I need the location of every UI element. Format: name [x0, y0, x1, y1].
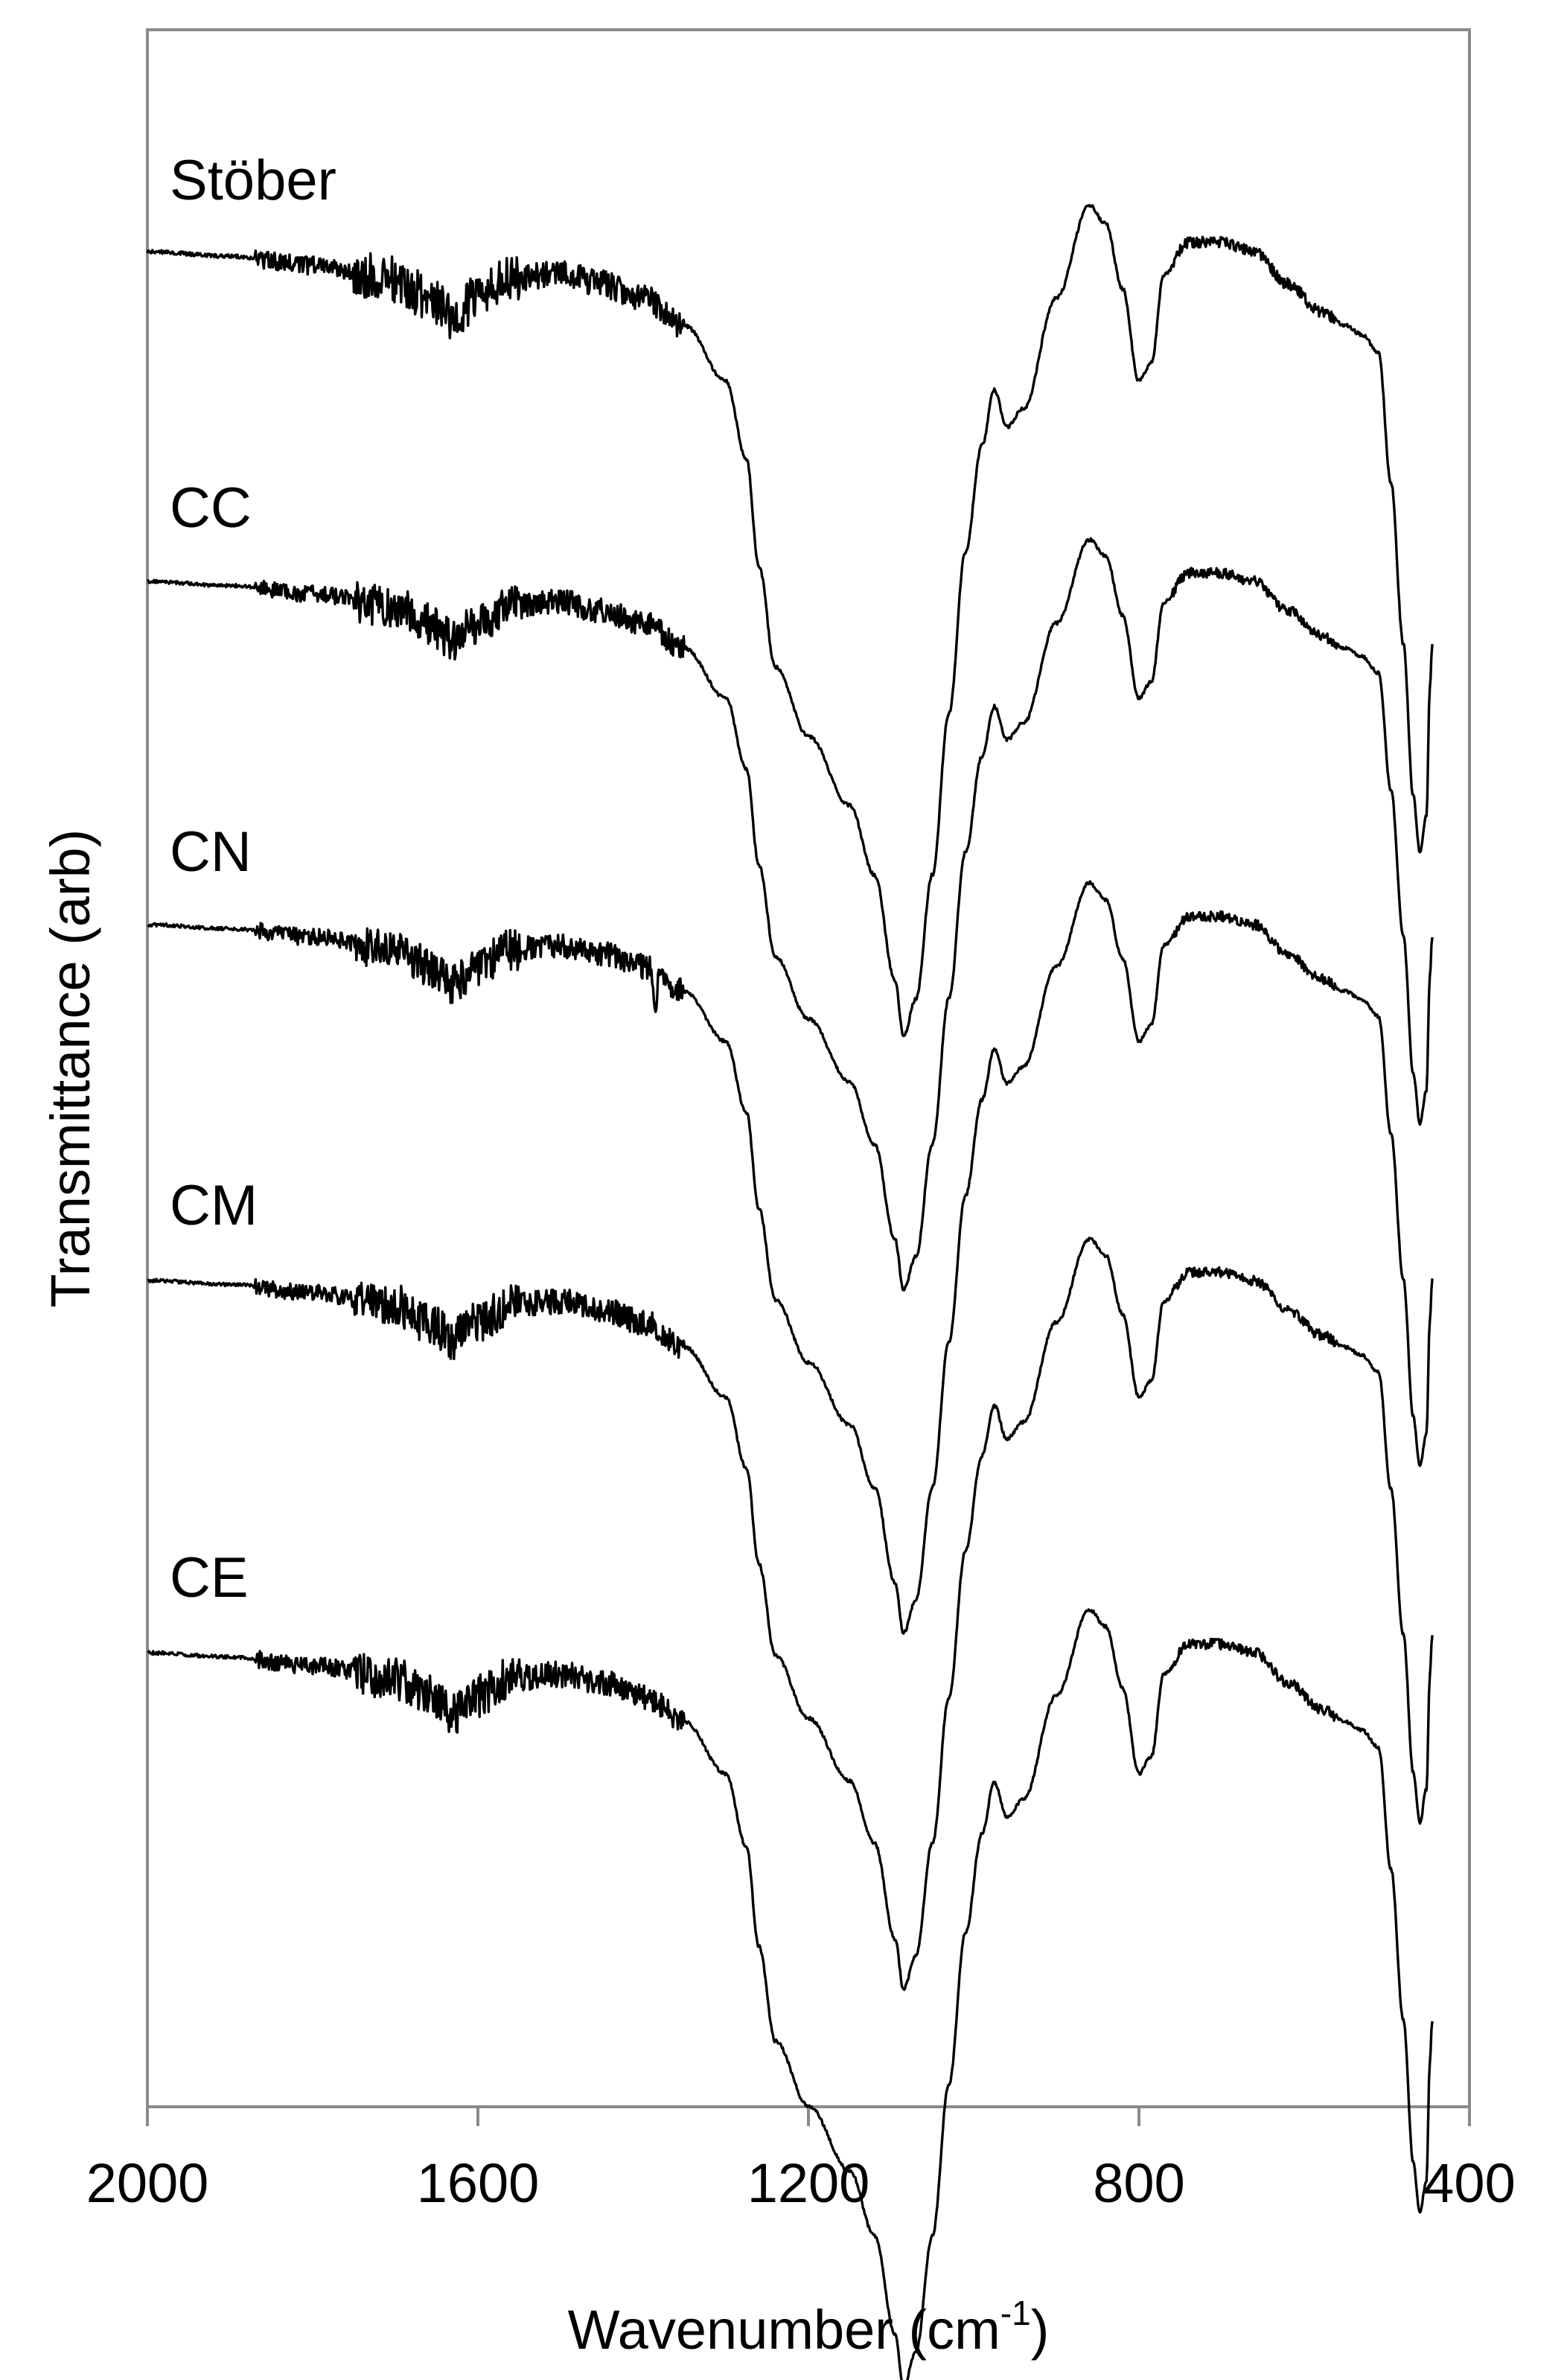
trace-0	[146, 203, 1434, 1038]
trace-2	[147, 880, 1434, 1635]
trace-1	[147, 537, 1434, 1292]
x-axis-title-superscript: -1	[1000, 2294, 1031, 2332]
trace-3	[147, 1237, 1434, 1991]
series-label-2: CN	[170, 820, 252, 884]
x-tick-label-1600: 1600	[417, 2152, 540, 2214]
x-tick-label-400: 400	[1423, 2152, 1515, 2214]
x-tick-label-800: 800	[1093, 2152, 1184, 2214]
series-label-0: Stöber	[170, 149, 336, 212]
x-tick-label-2000: 2000	[86, 2152, 209, 2214]
x-axis: 2000 1600 1200 800 400	[86, 2107, 1516, 2214]
x-tick-label-1200: 1200	[747, 2152, 870, 2214]
series-label-1: CC	[170, 476, 252, 540]
x-axis-title-suffix: )	[1031, 2299, 1050, 2361]
trace-4	[147, 1608, 1434, 2380]
x-axis-title-text: Wavenumber (cm	[568, 2299, 1000, 2361]
series-label-4: CE	[170, 1546, 249, 1609]
series-labels: Stöber CC CN CM CE	[170, 149, 336, 1609]
x-axis-title: Wavenumber (cm-1)	[568, 2294, 1050, 2361]
series-traces	[146, 203, 1434, 2380]
plot-frame	[146, 28, 1471, 2108]
series-label-3: CM	[170, 1174, 258, 1237]
y-axis-title: Transmittance (arb)	[39, 829, 101, 1308]
